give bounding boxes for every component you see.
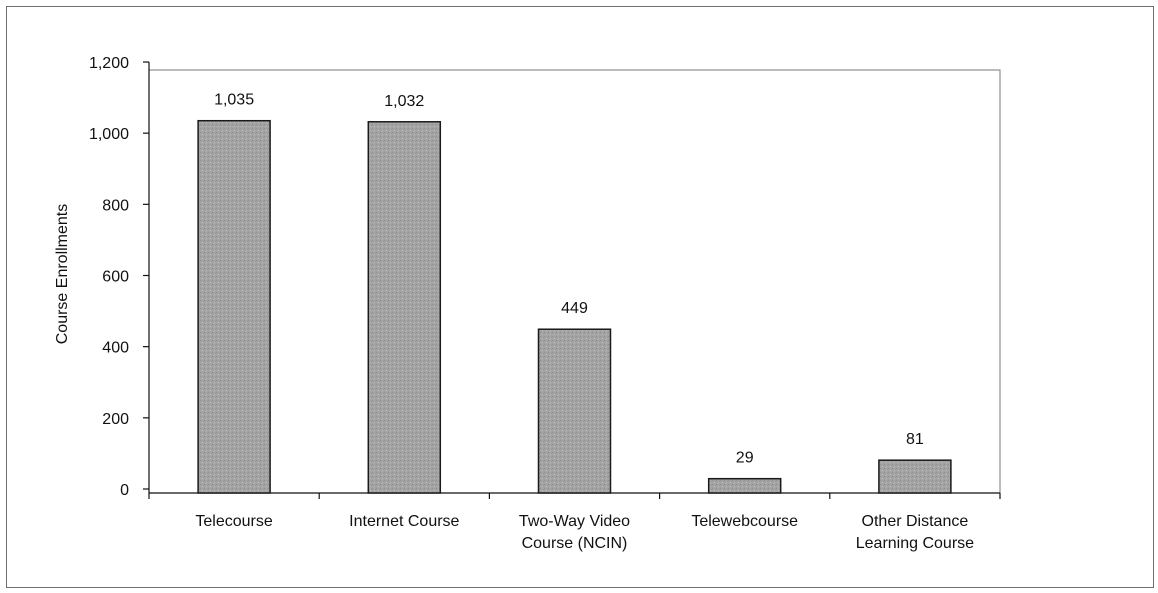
y-tick-label: 0	[120, 482, 129, 499]
bar	[197, 119, 271, 494]
data-label: 81	[906, 431, 924, 448]
data-label: 29	[736, 450, 754, 467]
category-label: Internet Course	[349, 513, 459, 530]
category-label: Telecourse	[195, 513, 272, 530]
y-tick-label: 1,200	[89, 55, 129, 72]
bars	[197, 119, 952, 494]
bar	[707, 477, 782, 494]
category-label: Telewebcourse	[691, 513, 798, 530]
bar	[878, 459, 952, 494]
data-label: 1,032	[384, 93, 424, 110]
bar	[367, 121, 442, 494]
category-labels: Telecourse Internet Course Two-Way Video Co…	[148, 493, 1001, 552]
data-labels: 1,035 1,032 449 29 81	[214, 92, 924, 467]
bar	[537, 328, 612, 494]
y-tick-label: 800	[102, 197, 129, 214]
data-label: 1,035	[214, 92, 254, 109]
y-tick-label: 400	[102, 340, 129, 357]
category-label: Two-Way Video Course (NCIN)	[519, 513, 630, 552]
y-tick-label: 200	[102, 411, 129, 428]
y-tick-label: 600	[102, 269, 129, 286]
category-label: Other Distance Learning Course	[856, 513, 974, 552]
data-label: 449	[561, 300, 588, 317]
y-axis-title: Course Enrollments	[54, 204, 71, 345]
y-ticks: 0 200 400 600 800 1,000 1,200	[89, 55, 149, 499]
y-tick-label: 1,000	[89, 126, 129, 143]
